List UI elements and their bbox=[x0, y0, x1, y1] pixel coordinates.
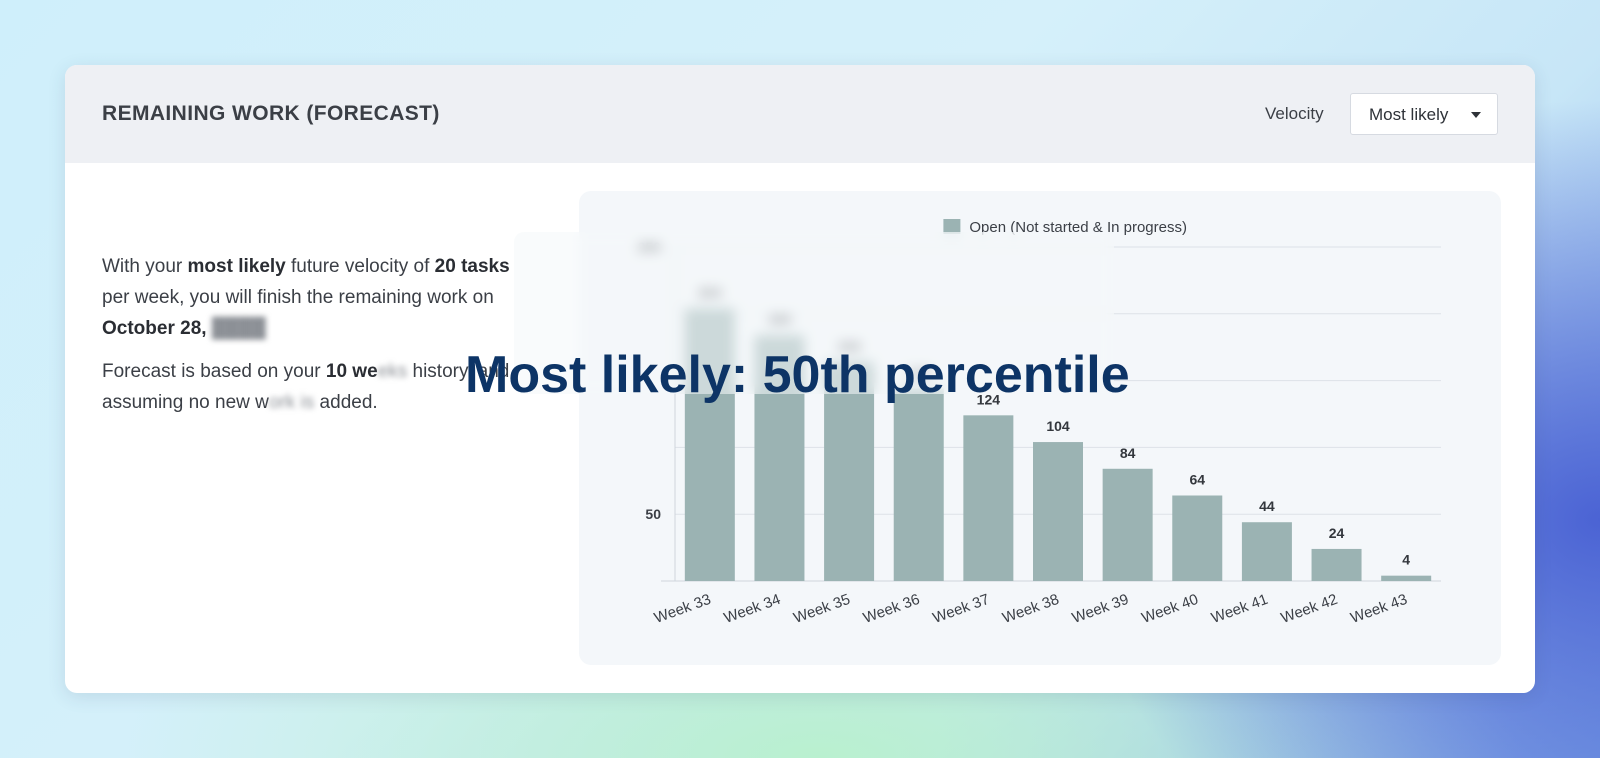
bar bbox=[1311, 548, 1362, 581]
x-tick-label: Week 36 bbox=[861, 591, 922, 627]
data-label: 44 bbox=[1259, 498, 1275, 514]
data-label: 104 bbox=[1046, 418, 1070, 434]
overlay-blur-panel bbox=[514, 232, 1114, 394]
data-label: 24 bbox=[1329, 525, 1345, 541]
velocity-label: Velocity bbox=[1265, 104, 1324, 123]
data-label: 4 bbox=[1402, 552, 1410, 568]
card-title: REMAINING WORK (FORECAST) bbox=[102, 102, 440, 125]
forecast-bar-chart: 50250Open (Not started & In progress)204… bbox=[638, 219, 1441, 627]
legend-label: Open (Not started & In progress) bbox=[969, 219, 1187, 236]
bar bbox=[1241, 522, 1292, 581]
x-tick-label: Week 38 bbox=[1000, 591, 1061, 627]
x-tick-label: Week 35 bbox=[791, 591, 852, 627]
x-tick-label: Week 33 bbox=[652, 591, 713, 627]
y-tick-label: 50 bbox=[645, 506, 661, 522]
velocity-dropdown[interactable]: Most likely bbox=[1350, 93, 1498, 135]
bar bbox=[1033, 442, 1083, 581]
bar bbox=[1381, 575, 1432, 581]
legend-swatch bbox=[943, 219, 961, 234]
velocity-selected-value: Most likely bbox=[1369, 105, 1449, 124]
bar bbox=[893, 388, 944, 581]
x-tick-label: Week 40 bbox=[1139, 591, 1200, 627]
bar bbox=[824, 361, 875, 581]
card-header: REMAINING WORK (FORECAST) Velocity Most … bbox=[65, 65, 1535, 163]
percentile-overlay-text: Most likely: 50th percentile bbox=[465, 346, 1130, 404]
data-label: 84 bbox=[1120, 445, 1136, 461]
x-tick-label: Week 41 bbox=[1209, 591, 1270, 627]
data-label: 64 bbox=[1189, 471, 1205, 487]
caret-down-icon bbox=[1471, 112, 1481, 118]
x-tick-label: Week 42 bbox=[1279, 591, 1340, 627]
x-tick-label: Week 34 bbox=[722, 591, 783, 627]
forecast-description: With your most likely future velocity of… bbox=[102, 251, 542, 430]
x-tick-label: Week 43 bbox=[1348, 591, 1409, 627]
bar bbox=[963, 415, 1014, 581]
forecast-basis: Forecast is based on your 10 weeks histo… bbox=[102, 361, 510, 413]
forecast-summary: With your most likely future velocity of… bbox=[102, 256, 510, 339]
bar bbox=[1172, 495, 1223, 581]
x-tick-label: Week 37 bbox=[931, 591, 992, 627]
data-label: 124 bbox=[977, 391, 1001, 407]
x-tick-label: Week 39 bbox=[1070, 591, 1131, 627]
bar bbox=[1102, 468, 1153, 581]
